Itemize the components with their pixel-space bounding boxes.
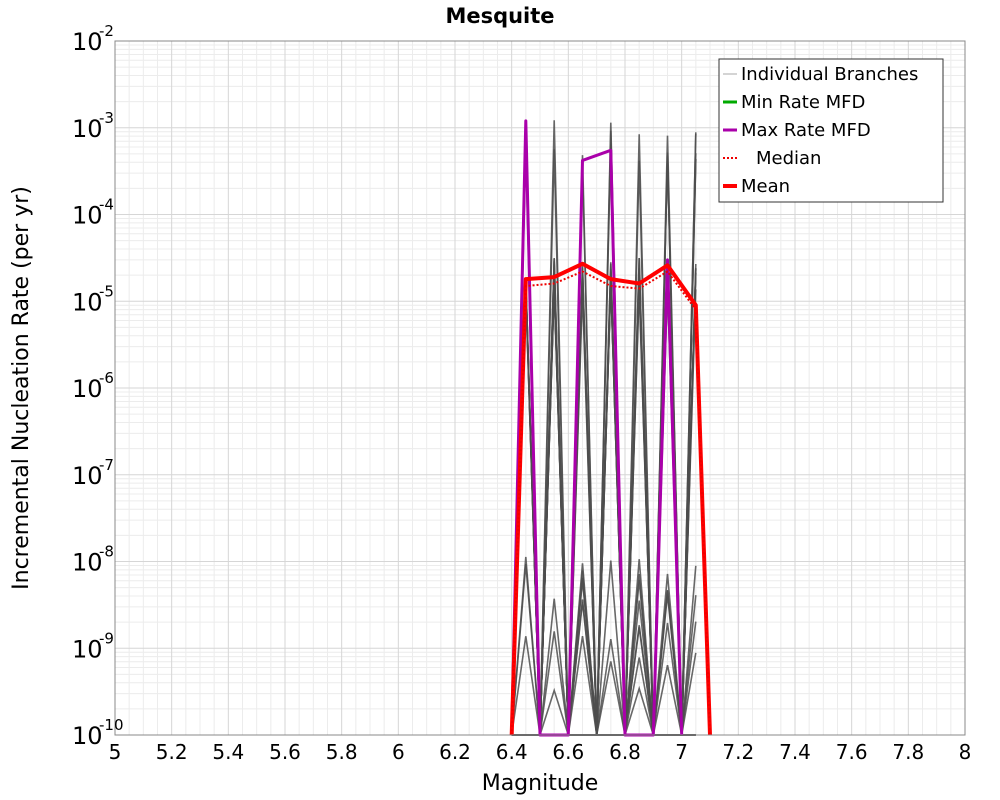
x-tick-label: 5.6 <box>269 740 301 764</box>
mean-line <box>509 261 712 736</box>
y-tick-label: 10-10 <box>72 716 124 750</box>
y-tick-label: 10-7 <box>72 456 114 490</box>
chart-title: Mesquite <box>445 4 554 28</box>
legend-label: Individual Branches <box>741 64 918 85</box>
y-tick-exponent: -2 <box>99 22 114 40</box>
y-tick-labels: 10-210-310-410-510-610-710-810-910-10 <box>72 22 124 750</box>
x-tick-label: 7.6 <box>836 740 868 764</box>
x-tick-labels: 5 5.2 5.4 5.6 5.8 6 6.2 6.4 6.6 6.8 7 7.2 7.4 7.6 7.8 8 <box>109 740 972 764</box>
y-tick-label: 10-6 <box>72 369 114 403</box>
y-tick-base: 10 <box>72 549 103 577</box>
y-tick-base: 10 <box>72 375 103 403</box>
legend-label: Min Rate MFD <box>741 92 865 113</box>
y-tick-label: 10-8 <box>72 543 114 577</box>
x-tick-label: 7.2 <box>722 740 754 764</box>
x-tick-label: 6.2 <box>439 740 471 764</box>
x-tick-label: 5 <box>109 740 122 764</box>
y-axis-label: Incremental Nucleation Rate (per yr) <box>9 186 34 590</box>
y-tick-base: 10 <box>72 28 103 56</box>
median-line <box>510 270 711 736</box>
y-tick-label: 10-2 <box>72 22 114 56</box>
legend-label: Mean <box>741 176 790 197</box>
y-tick-exponent: -3 <box>99 109 114 127</box>
x-tick-label: 7.8 <box>892 740 924 764</box>
legend-box <box>718 58 944 203</box>
y-tick-base: 10 <box>72 635 103 663</box>
x-tick-label: 5.8 <box>326 740 358 764</box>
y-tick-exponent: -5 <box>99 282 114 300</box>
plot-frame <box>114 40 966 736</box>
y-tick-label: 10-9 <box>72 629 114 663</box>
summary-series-lines <box>509 119 712 737</box>
x-tick-label: 6.8 <box>609 740 641 764</box>
y-tick-exponent: -4 <box>99 196 114 214</box>
x-tick-label: 7.4 <box>779 740 811 764</box>
y-tick-base: 10 <box>72 462 103 490</box>
x-axis-label: Magnitude <box>482 771 599 796</box>
max-rate-mfd-line <box>510 119 684 737</box>
y-tick-exponent: -8 <box>99 543 114 561</box>
y-tick-label: 10-4 <box>72 196 114 230</box>
legend-label: Median <box>756 148 821 169</box>
x-tick-label: 6.4 <box>496 740 528 764</box>
y-tick-label: 10-3 <box>72 109 114 143</box>
y-tick-base: 10 <box>72 202 103 230</box>
y-tick-label: 10-5 <box>72 282 114 316</box>
x-tick-label: 6 <box>392 740 405 764</box>
y-tick-exponent: -9 <box>99 629 114 647</box>
legend: Individual Branches Min Rate MFD Max Rate … <box>718 58 944 203</box>
x-tick-label: 7 <box>675 740 688 764</box>
y-tick-exponent: -6 <box>99 369 114 387</box>
x-tick-label: 6.6 <box>552 740 584 764</box>
legend-label: Max Rate MFD <box>741 120 871 141</box>
y-tick-exponent: -10 <box>99 716 124 734</box>
y-tick-exponent: -7 <box>99 456 114 474</box>
x-tick-label: 5.4 <box>212 740 244 764</box>
y-tick-base: 10 <box>72 115 103 143</box>
x-tick-label: 5.2 <box>156 740 188 764</box>
x-tick-label: 8 <box>959 740 972 764</box>
y-tick-base: 10 <box>72 288 103 316</box>
y-tick-base: 10 <box>72 722 103 750</box>
